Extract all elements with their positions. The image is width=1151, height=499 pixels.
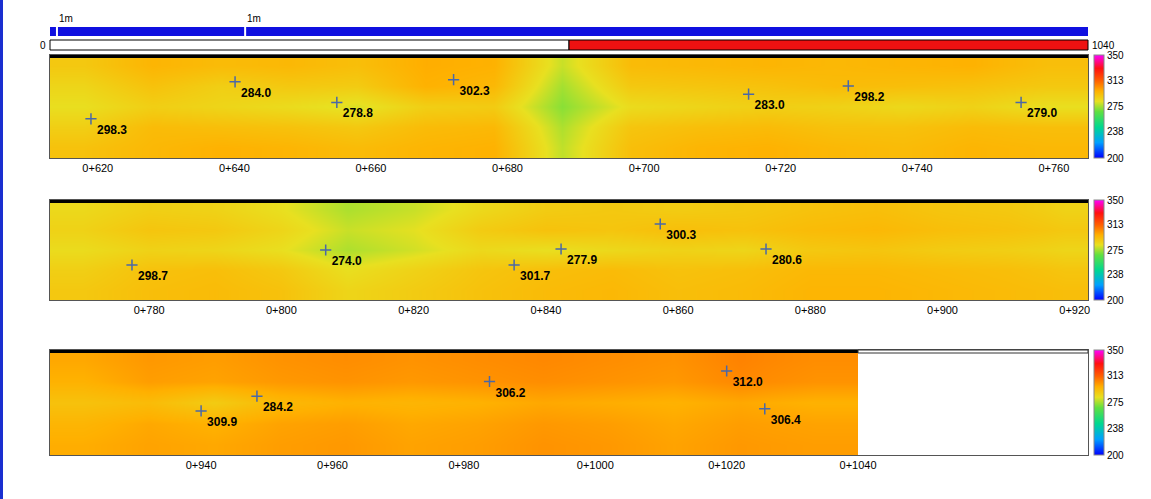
svg-text:309.9: 309.9 [207,415,237,429]
svg-text:350: 350 [1107,50,1124,61]
svg-text:0+880: 0+880 [795,304,826,316]
svg-text:0+960: 0+960 [317,459,348,471]
svg-text:298.7: 298.7 [138,269,168,283]
svg-text:298.3: 298.3 [97,123,127,137]
svg-text:0+820: 0+820 [398,304,429,316]
svg-text:0+680: 0+680 [492,162,523,174]
svg-text:200: 200 [1107,153,1124,164]
svg-text:238: 238 [1107,423,1124,434]
svg-text:0+840: 0+840 [530,304,561,316]
svg-text:280.6: 280.6 [772,253,802,267]
svg-text:0+740: 0+740 [902,162,933,174]
svg-text:0+780: 0+780 [134,304,165,316]
svg-text:0+620: 0+620 [82,162,113,174]
svg-text:313: 313 [1107,370,1124,381]
svg-text:238: 238 [1107,126,1124,137]
svg-text:0+920: 0+920 [1059,304,1090,316]
svg-text:298.2: 298.2 [854,90,884,104]
svg-text:0+760: 0+760 [1038,162,1069,174]
svg-text:275: 275 [1107,245,1124,256]
svg-text:275: 275 [1107,397,1124,408]
svg-text:277.9: 277.9 [567,253,597,267]
svg-text:1m: 1m [59,13,73,24]
svg-text:313: 313 [1107,219,1124,230]
svg-text:350: 350 [1107,195,1124,206]
svg-text:306.4: 306.4 [771,413,801,427]
svg-text:278.8: 278.8 [343,106,373,120]
svg-text:0+980: 0+980 [448,459,479,471]
svg-text:275: 275 [1107,101,1124,112]
svg-text:350: 350 [1107,345,1124,356]
svg-text:1m: 1m [247,13,261,24]
svg-text:200: 200 [1107,295,1124,306]
svg-text:0+660: 0+660 [356,162,387,174]
svg-text:300.3: 300.3 [666,228,696,242]
svg-text:0+700: 0+700 [629,162,660,174]
svg-text:274.0: 274.0 [332,254,362,268]
svg-text:200: 200 [1107,450,1124,461]
svg-text:0+940: 0+940 [186,459,217,471]
svg-text:301.7: 301.7 [520,269,550,283]
svg-text:0+1020: 0+1020 [708,459,745,471]
svg-text:306.2: 306.2 [496,386,526,400]
svg-text:0+900: 0+900 [927,304,958,316]
svg-text:0: 0 [40,40,46,51]
svg-text:284.2: 284.2 [263,400,293,414]
svg-text:0+640: 0+640 [219,162,250,174]
svg-text:0+720: 0+720 [765,162,796,174]
svg-text:312.0: 312.0 [733,375,763,389]
svg-text:302.3: 302.3 [460,84,490,98]
svg-text:0+1000: 0+1000 [577,459,614,471]
svg-text:284.0: 284.0 [241,86,271,100]
svg-text:0+1040: 0+1040 [840,459,877,471]
svg-text:283.0: 283.0 [755,98,785,112]
svg-text:313: 313 [1107,75,1124,86]
svg-text:0+860: 0+860 [663,304,694,316]
svg-text:1040: 1040 [1092,40,1115,51]
svg-text:0+800: 0+800 [266,304,297,316]
svg-text:279.0: 279.0 [1027,106,1057,120]
svg-text:238: 238 [1107,269,1124,280]
